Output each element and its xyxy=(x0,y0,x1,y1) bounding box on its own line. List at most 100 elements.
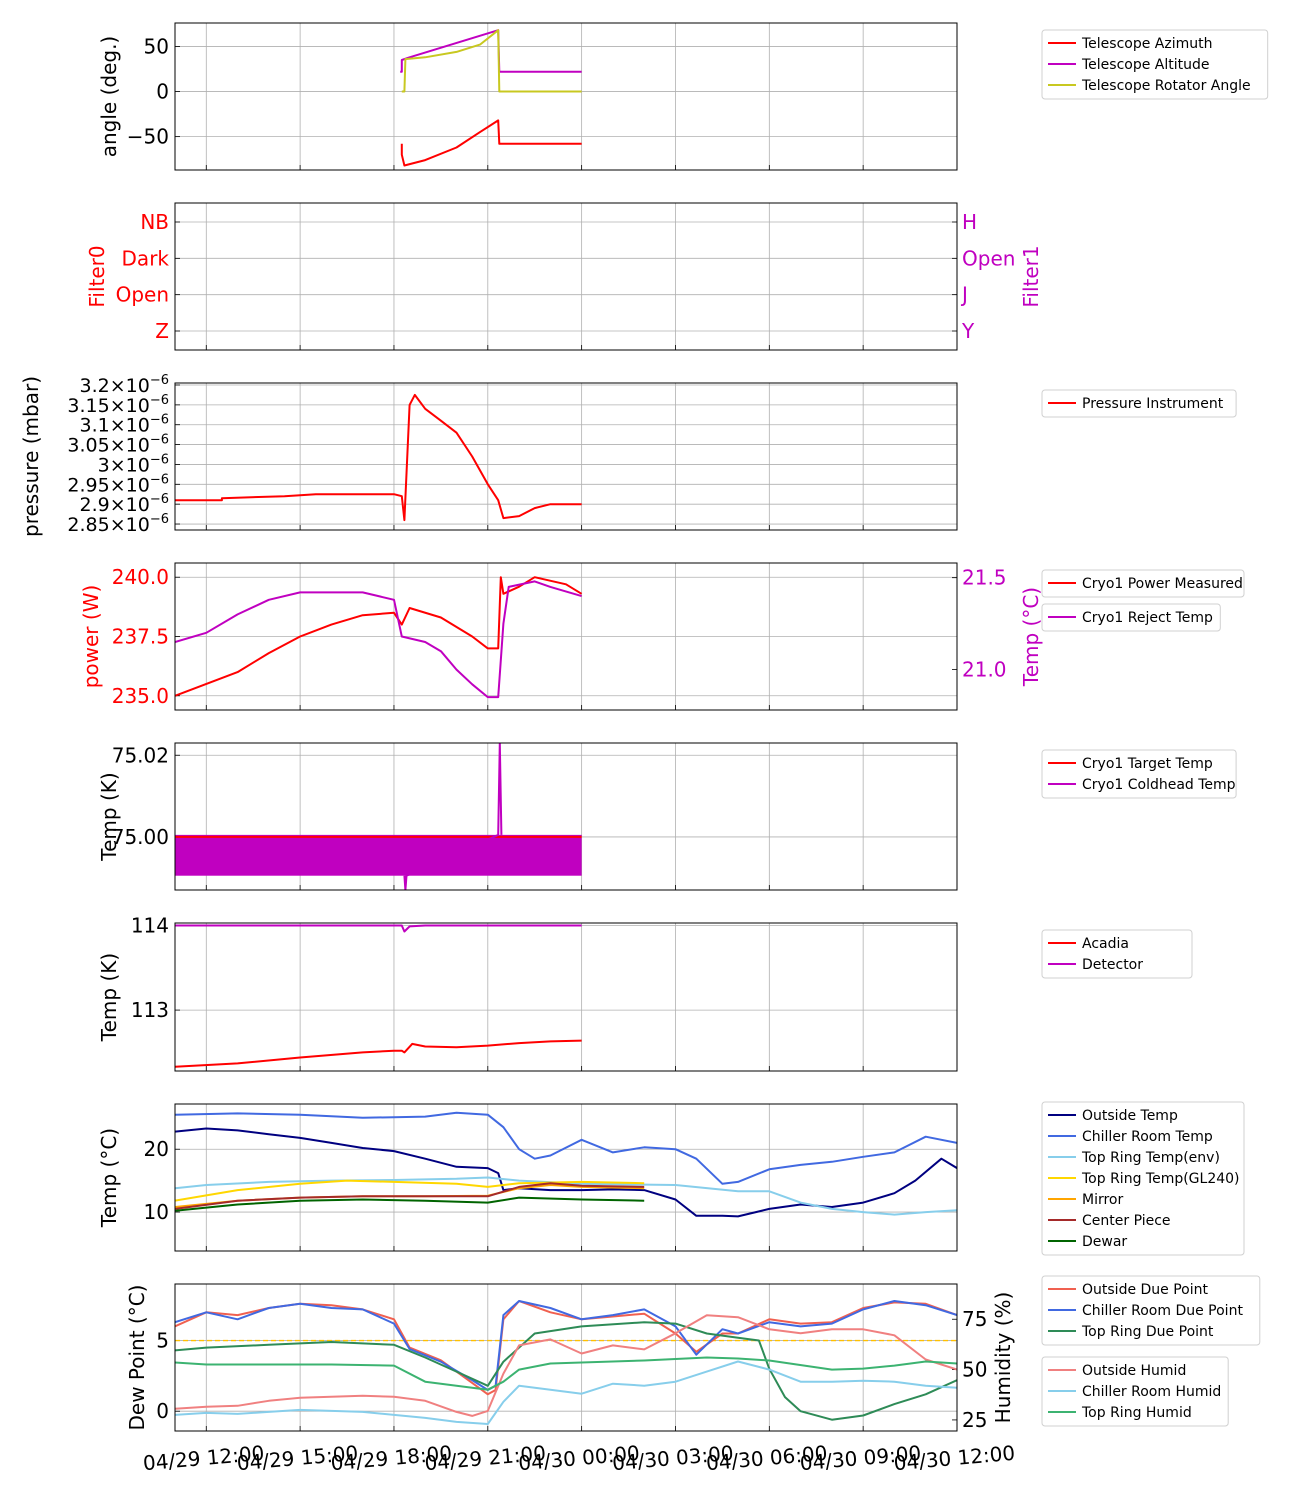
y-axis-label: pressure (mbar) xyxy=(19,376,43,537)
y-tick-label: −50 xyxy=(127,125,169,149)
y-right-tick-label: 75 xyxy=(962,1307,987,1331)
y-tick-label: 237.5 xyxy=(112,625,169,649)
y-tick-label: 5 xyxy=(156,1329,169,1353)
legend: Cryo1 Target Temp Cryo1 Coldhead Temp xyxy=(1041,749,1237,799)
y-tick-mantissa: 3.2 xyxy=(80,375,110,397)
series-top-ring-temp-env xyxy=(175,1176,957,1216)
legend-label: Telescope Azimuth xyxy=(1081,36,1212,52)
plot-frame xyxy=(174,202,958,351)
legend-box xyxy=(1041,1356,1229,1427)
plot-frame xyxy=(174,1103,958,1252)
legend-label: Cryo1 Power Measured xyxy=(1082,576,1243,592)
y-axis-label: power (W) xyxy=(79,585,103,689)
legend-box xyxy=(1041,389,1237,418)
y-right-tick-label: H xyxy=(962,210,977,234)
y-tick-label: 2.85×10−6 xyxy=(67,512,169,536)
legend-box xyxy=(1041,1101,1245,1256)
y-axis-label: angle (deg.) xyxy=(97,36,121,158)
legend-label: Top Ring Humid xyxy=(1081,1405,1192,1421)
series-telescope-rotator-angle xyxy=(401,29,582,93)
y-tick-label: 3.05×10−6 xyxy=(67,433,169,457)
legend: Acadia Detector xyxy=(1041,929,1193,979)
y-tick-exponent: −6 xyxy=(150,472,169,487)
y-tick-mantissa: 2.85 xyxy=(67,514,109,536)
legend-box xyxy=(1041,1275,1261,1346)
y-tick-label: 113 xyxy=(131,998,169,1022)
y-right-tick-label: 21.0 xyxy=(962,658,1007,682)
y-tick-label: 75.00 xyxy=(112,825,169,849)
panel-3: 3.2×10−63.15×10−63.1×10−63.05×10−63×10−6… xyxy=(19,373,1237,537)
y-tick-label: 235.0 xyxy=(112,684,169,708)
series-detector xyxy=(175,924,582,933)
plot-frame xyxy=(174,922,958,1072)
legend: Outside Temp Chiller Room Temp Top Ring Te… xyxy=(1041,1101,1245,1256)
y-right-tick-label: 21.5 xyxy=(962,566,1007,590)
plot-frame xyxy=(174,382,958,531)
y-tick-mantissa: 3.15 xyxy=(67,395,109,417)
legend-label: Top Ring Temp(GL240) xyxy=(1081,1171,1240,1187)
legend-box xyxy=(1041,603,1221,632)
y-tick-mantissa: 3.05 xyxy=(67,435,109,457)
y-tick-mantissa: 2.95 xyxy=(67,474,109,496)
legend-label: Cryo1 Coldhead Temp xyxy=(1082,777,1236,793)
legend-box xyxy=(1041,29,1269,100)
series-dewar xyxy=(175,1196,645,1212)
series-outside-humid xyxy=(175,1314,957,1417)
y-tick-label: Open xyxy=(116,283,169,307)
y-right-tick-label: J xyxy=(960,283,968,307)
series-top-ring-humid xyxy=(175,1356,957,1391)
y-tick-label: 3×10−6 xyxy=(98,452,169,476)
y-axis-label: Temp (K) xyxy=(97,953,121,1042)
series-pressure-instrument xyxy=(175,393,582,522)
y-tick-exponent: −6 xyxy=(150,373,169,388)
y-tick-label: 240.0 xyxy=(112,565,169,589)
y-axis-right-label: Temp (°C) xyxy=(1019,587,1043,687)
y-axis-right-label: Filter1 xyxy=(1019,245,1043,307)
legend-label: Cryo1 Target Temp xyxy=(1082,756,1213,772)
legend-label: Outside Humid xyxy=(1082,1363,1186,1379)
series-center-piece xyxy=(175,1182,645,1210)
legend-label: Cryo1 Reject Temp xyxy=(1082,610,1213,626)
y-tick-label: 50 xyxy=(144,34,169,58)
legend-label: Chiller Room Humid xyxy=(1082,1384,1221,1400)
y-tick-mantissa: 3 xyxy=(98,454,110,476)
coldhead-temp-band xyxy=(175,834,582,876)
y-axis-label: Temp (°C) xyxy=(97,1128,121,1228)
panel-4: 240.0 237.5 235.0 21.5 21.0 power (W) Temp (°C… xyxy=(79,562,1245,711)
y-tick-times: ×10 xyxy=(110,395,150,417)
y-tick-times: ×10 xyxy=(110,494,150,516)
legend: Cryo1 Reject Temp xyxy=(1041,603,1221,632)
legend-label: Chiller Room Temp xyxy=(1082,1129,1213,1145)
y-tick-label: 75.02 xyxy=(112,743,169,767)
series-top-ring-due-point xyxy=(175,1321,957,1421)
legend: Pressure Instrument xyxy=(1041,389,1237,418)
legend-label: Outside Due Point xyxy=(1082,1282,1209,1298)
series-cryo1-reject-temp xyxy=(175,580,582,699)
series-cryo1-coldhead-temp xyxy=(403,743,503,890)
y-tick-label: 114 xyxy=(131,914,169,938)
panel-7: 20 10 Temp (°C) Outside Temp Chiller Room Te… xyxy=(97,1101,1245,1256)
y-tick-label: 10 xyxy=(144,1200,169,1224)
y-tick-label: NB xyxy=(140,210,169,234)
series-chiller-room-due-point xyxy=(175,1300,957,1391)
y-axis-label: Filter0 xyxy=(85,245,109,307)
panel-2: Z Open Dark NB YJ Open H Filter0 Filter1 xyxy=(85,202,1043,351)
y-tick-label: 3.1×10−6 xyxy=(80,413,170,437)
y-tick-exponent: −6 xyxy=(150,413,169,428)
y-tick-times: ×10 xyxy=(110,514,150,536)
y-tick-times: ×10 xyxy=(110,474,150,496)
y-tick-times: ×10 xyxy=(110,435,150,457)
y-right-tick-label: 25 xyxy=(962,1408,987,1432)
legend-label: Mirror xyxy=(1082,1192,1123,1208)
y-tick-exponent: −6 xyxy=(150,452,169,467)
y-tick-label: Z xyxy=(155,319,169,343)
legend-label: Detector xyxy=(1082,957,1143,973)
legend-label: Telescope Altitude xyxy=(1081,57,1210,73)
y-axis-label: Temp (K) xyxy=(97,772,121,861)
legend-label: Chiller Room Due Point xyxy=(1082,1303,1243,1319)
legend-label: Pressure Instrument xyxy=(1082,396,1224,412)
y-tick-label: 0 xyxy=(156,1399,169,1423)
